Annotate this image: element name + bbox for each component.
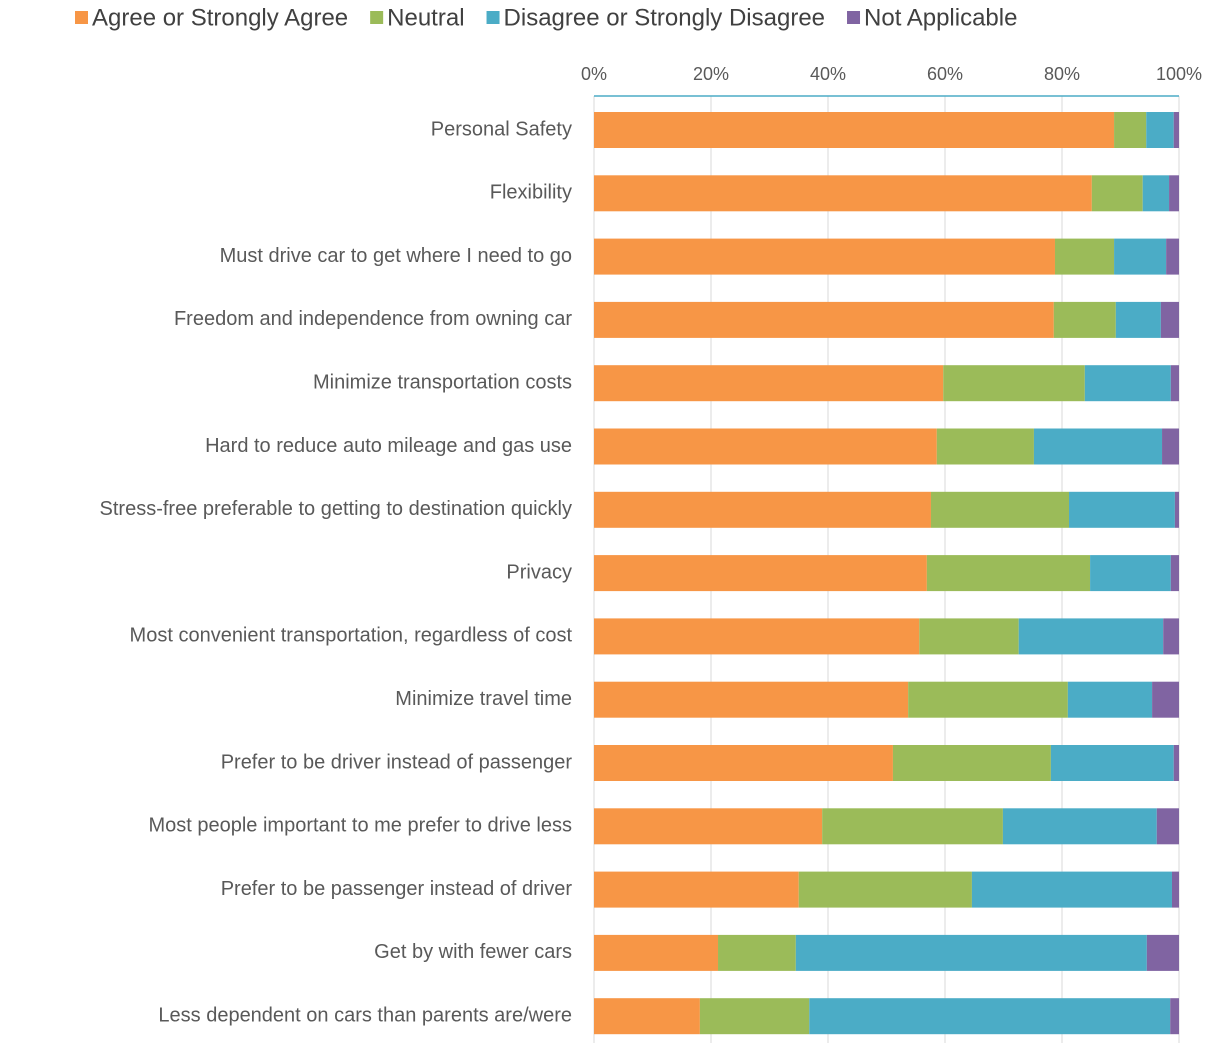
bar-segment	[943, 365, 1085, 402]
bar-segment	[822, 808, 1003, 845]
bar-segment	[594, 175, 1092, 212]
bar-segment	[1084, 365, 1171, 402]
bar-segment	[1053, 301, 1116, 338]
bar-segment	[1169, 175, 1179, 212]
bar-segment	[1170, 365, 1179, 402]
bar-segment	[594, 491, 931, 528]
bar-segment	[1170, 998, 1179, 1035]
legend-swatch	[847, 11, 861, 24]
bar-segment	[1162, 428, 1179, 465]
bar-segment	[1033, 428, 1163, 465]
bar-segment	[1090, 555, 1171, 592]
bar-segment	[1152, 681, 1179, 718]
legend-label: Agree or Strongly Agree	[92, 4, 348, 31]
bar-segment	[1067, 681, 1153, 718]
bar-segment	[594, 871, 799, 908]
legend-swatch	[486, 11, 500, 24]
bar-segment	[1146, 934, 1179, 971]
bar-segment	[1173, 745, 1179, 781]
x-tick-label: 0%	[581, 64, 607, 84]
category-label: Privacy	[506, 561, 572, 583]
bar-segment	[1171, 871, 1179, 908]
bar-segment	[930, 491, 1070, 528]
bar-segment	[809, 998, 1171, 1035]
category-label: Prefer to be driver instead of passenger	[221, 751, 573, 773]
bar-segment	[919, 618, 1019, 655]
legend-label: Not Applicable	[864, 4, 1017, 31]
bar-segment	[1170, 555, 1179, 592]
legend-swatch	[370, 11, 384, 24]
bar-segment	[594, 365, 944, 402]
category-label: Most people important to me prefer to dr…	[148, 815, 572, 837]
bar-segment	[1174, 491, 1179, 528]
category-label: Get by with fewer cars	[374, 941, 572, 963]
bar-segment	[594, 618, 920, 655]
bar-segment	[1156, 808, 1179, 845]
category-label: Minimize transportation costs	[313, 371, 572, 393]
bar-segment	[1115, 301, 1161, 338]
bar-segment	[795, 934, 1147, 971]
bar-segment	[594, 428, 937, 465]
bar-segment	[594, 112, 1115, 148]
bar-segment	[1114, 112, 1147, 148]
bar-segment	[1142, 175, 1170, 212]
bar-segment	[594, 681, 909, 718]
x-tick-label: 80%	[1044, 64, 1080, 84]
bar-segment	[699, 998, 810, 1035]
legend-label: Neutral	[387, 4, 464, 31]
category-label: Most convenient transportation, regardle…	[130, 625, 573, 647]
category-label: Freedom and independence from owning car	[174, 308, 572, 330]
bar-segment	[1173, 112, 1179, 148]
x-tick-label: 100%	[1156, 64, 1202, 84]
bar-segment	[1091, 175, 1143, 212]
bar-segment	[594, 745, 893, 781]
bar-segment	[908, 681, 1068, 718]
bar-segment	[926, 555, 1091, 592]
bar-segment	[594, 301, 1054, 338]
bar-segment	[1050, 745, 1174, 781]
category-label: Minimize travel time	[395, 688, 572, 710]
bar-segment	[1054, 238, 1115, 275]
x-tick-label: 60%	[927, 64, 963, 84]
category-label: Less dependent on cars than parents are/…	[158, 1004, 572, 1026]
x-tick-label: 40%	[810, 64, 846, 84]
category-label: Must drive car to get where I need to go	[220, 245, 572, 267]
bar-segment	[1114, 238, 1167, 275]
x-tick-label: 20%	[693, 64, 729, 84]
bar-segment	[594, 934, 719, 971]
bar-segment	[1160, 301, 1179, 338]
bar-segment	[594, 808, 823, 845]
bar-segment	[936, 428, 1034, 465]
bar-segment	[1069, 491, 1175, 528]
bar-segment	[798, 871, 972, 908]
category-label: Hard to reduce auto mileage and gas use	[205, 435, 572, 457]
bar-segment	[1002, 808, 1157, 845]
bar-segment	[1163, 618, 1179, 655]
bar-segment	[1166, 238, 1179, 275]
legend-label: Disagree or Strongly Disagree	[504, 4, 825, 31]
bar-segment	[594, 998, 700, 1035]
bar-segment	[892, 745, 1051, 781]
bar-segment	[718, 934, 796, 971]
bar-segment	[594, 555, 927, 592]
legend-swatch	[75, 11, 88, 24]
bar-segment	[971, 871, 1172, 908]
bar-segment	[594, 238, 1055, 275]
category-label: Stress-free preferable to getting to des…	[100, 498, 572, 520]
category-label: Prefer to be passenger instead of driver	[221, 878, 573, 900]
bar-segment	[1146, 112, 1174, 148]
category-label: Personal Safety	[431, 118, 572, 140]
category-label: Flexibility	[490, 182, 572, 204]
bar-segment	[1018, 618, 1164, 655]
